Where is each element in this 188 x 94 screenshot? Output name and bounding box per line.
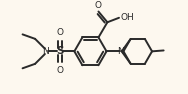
Text: O: O bbox=[57, 66, 64, 75]
Text: OH: OH bbox=[121, 13, 135, 22]
Text: S: S bbox=[56, 46, 64, 56]
Text: N: N bbox=[118, 47, 124, 56]
Text: O: O bbox=[57, 28, 64, 37]
Text: N: N bbox=[42, 47, 49, 56]
Text: O: O bbox=[94, 1, 101, 10]
